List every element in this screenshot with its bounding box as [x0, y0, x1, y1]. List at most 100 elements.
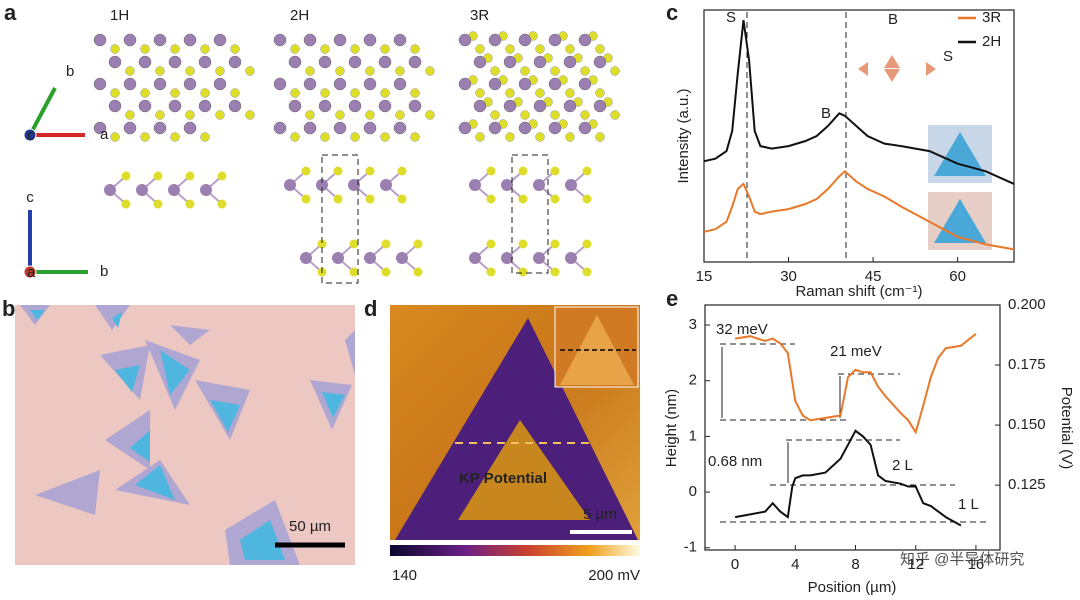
sulfur-atom: [518, 239, 528, 249]
polytype-label: 2H: [290, 7, 309, 24]
series-line: [703, 19, 1015, 185]
sulfur-atom: [305, 110, 315, 120]
sulfur-atom: [610, 110, 620, 120]
sulfur-atom: [380, 132, 390, 142]
metal-atom: [393, 121, 407, 135]
metal-atom: [473, 55, 487, 69]
metal-atom: [488, 121, 502, 135]
sulfur-atom: [217, 171, 227, 181]
metal-atom: [228, 99, 242, 113]
metal-atom: [408, 55, 422, 69]
metal-atom: [153, 77, 167, 91]
sulfur-atom: [550, 194, 560, 204]
sulfur-atom: [505, 88, 515, 98]
sulfur-atom: [350, 88, 360, 98]
sulfur-atom: [550, 166, 560, 176]
plot-frame: [704, 304, 1001, 551]
polytype-label: 1H: [110, 7, 129, 24]
metal-atom: [393, 33, 407, 47]
metal-atom: [136, 184, 148, 196]
sulfur-atom: [565, 88, 575, 98]
panel-letter: e: [666, 286, 678, 311]
sulfur-atom: [140, 132, 150, 142]
sulfur-atom: [301, 166, 311, 176]
metal-atom: [378, 55, 392, 69]
metal-atom: [533, 252, 545, 264]
metal-atom: [93, 77, 107, 91]
axes-triad: [23, 87, 88, 279]
x-tick-label: 4: [791, 556, 799, 573]
crystal-structures: [93, 31, 620, 277]
metal-atom: [273, 33, 287, 47]
metal-atom: [458, 33, 472, 47]
metal-atom: [548, 121, 562, 135]
metal-atom: [348, 99, 362, 113]
metal-atom: [303, 77, 317, 91]
sulfur-atom: [381, 239, 391, 249]
legend-label: 3R: [982, 9, 1001, 26]
metal-atom: [93, 121, 107, 135]
watermark: 知乎 @半导体研究: [900, 551, 1024, 568]
inset-label: B: [888, 11, 898, 28]
sulfur-atom: [349, 267, 359, 277]
sulfur-atom: [518, 166, 528, 176]
annotation: 21 meV: [830, 343, 882, 360]
metal-atom: [364, 252, 376, 264]
metal-atom: [488, 33, 502, 47]
metal-atom: [501, 252, 513, 264]
metal-atom: [348, 179, 360, 191]
metal-atom: [363, 33, 377, 47]
sulfur-atom: [121, 171, 131, 181]
raman-chart: 15 30 45 60 c Raman shift (cm⁻¹) Intensity (a.…: [666, 0, 1015, 300]
sulfur-atom: [595, 88, 605, 98]
sulfur-atom: [110, 88, 120, 98]
sulfur-atom: [215, 66, 225, 76]
series-line: [734, 333, 977, 435]
sulfur-atom: [582, 239, 592, 249]
metal-atom: [333, 77, 347, 91]
metal-atom: [488, 77, 502, 91]
metal-atom: [533, 179, 545, 191]
sulfur-atom: [170, 44, 180, 54]
polytype-label: 3R: [470, 7, 489, 24]
metal-atom: [593, 55, 607, 69]
sulfur-atom: [333, 166, 343, 176]
metal-atom: [104, 184, 116, 196]
sulfur-atom: [395, 66, 405, 76]
metal-atom: [469, 252, 481, 264]
sulfur-atom: [153, 171, 163, 181]
panel-letter: c: [666, 0, 678, 25]
metal-atom: [393, 77, 407, 91]
metal-atom: [108, 99, 122, 113]
sulfur-atom: [217, 199, 227, 209]
metal-atom: [183, 121, 197, 135]
sulfur-atom: [410, 88, 420, 98]
metal-atom: [473, 99, 487, 113]
sulfur-atom: [595, 132, 605, 142]
sulfur-atom: [580, 66, 590, 76]
sulfur-atom: [595, 44, 605, 54]
metal-atom: [183, 77, 197, 91]
sulfur-atom: [381, 267, 391, 277]
metal-atom: [563, 99, 577, 113]
sulfur-atom: [200, 88, 210, 98]
sulfur-atom: [580, 110, 590, 120]
metal-atom: [380, 179, 392, 191]
metal-atom: [288, 55, 302, 69]
sulfur-atom: [245, 66, 255, 76]
metal-atom: [93, 33, 107, 47]
y2-tick-label: 0.175: [1008, 356, 1046, 373]
metal-atom: [123, 33, 137, 47]
metal-atom: [316, 179, 328, 191]
profile-chart: 0 4 8 12 16-101230.1250.1500.1750.200ePositi…: [663, 286, 1075, 596]
y-axis-label: Height (nm): [663, 389, 680, 467]
metal-atom: [300, 252, 312, 264]
series-line: [734, 429, 962, 527]
sulfur-atom: [121, 199, 131, 209]
metal-atom: [578, 121, 592, 135]
metal-atom: [273, 77, 287, 91]
metal-atom: [533, 99, 547, 113]
sulfur-atom: [550, 267, 560, 277]
scale-bar-label: 5 µm: [583, 506, 617, 523]
sulfur-atom: [290, 44, 300, 54]
